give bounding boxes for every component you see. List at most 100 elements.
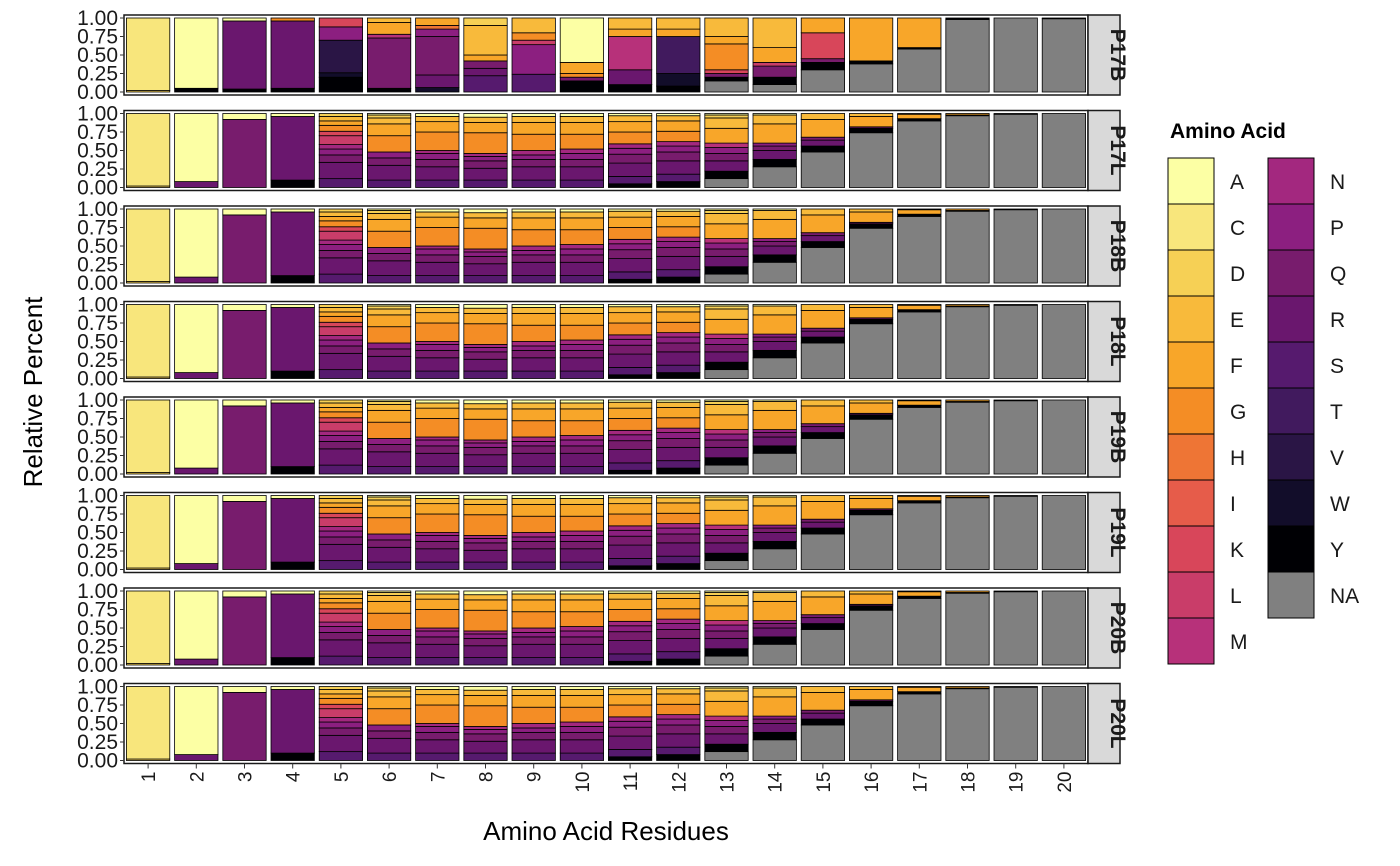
- bar-segment-p17l-6-d: [367, 114, 412, 119]
- bar-segment-p20b-16-e: [849, 590, 894, 595]
- bar-segment-p20b-2-a: [174, 590, 219, 660]
- legend-label-v: V: [1330, 447, 1344, 470]
- bar-segment-p19l-10-e: [559, 498, 604, 505]
- bar-segment-p20l-19-f: [993, 686, 1038, 688]
- panel-border: [123, 682, 1089, 765]
- bar-segment-p18l-20-na: [1041, 304, 1086, 379]
- bar-segment-p19b-12-e: [656, 401, 701, 408]
- bar-segment-p18b-16-f: [849, 211, 894, 223]
- bar-segment-p18l-5-d: [318, 304, 363, 308]
- bar-segment-p18b-7-r: [415, 261, 460, 276]
- bar-segment-p20l-13-q: [704, 726, 749, 735]
- bar-segment-p17l-9-f: [511, 121, 556, 135]
- facet-panel-p18l: P18L 0.000.250.500.751.00: [77, 294, 1129, 391]
- bar-segment-p20l-8-p: [463, 729, 508, 735]
- bar-segment-p18b-11-a: [608, 208, 653, 212]
- bar-segment-p17l-14-y: [752, 158, 797, 168]
- bar-segment-p18b-15-q: [800, 232, 845, 237]
- bar-segment-p19l-10-n: [559, 530, 604, 536]
- bar-segment-p18b-14-r: [752, 245, 797, 256]
- bar-segment-p20b-11-r: [608, 640, 653, 655]
- bar-segment-p18b-5-e: [318, 211, 363, 217]
- bar-segment-p20b-2-r: [174, 658, 219, 666]
- bar-segment-p19b-13-na: [704, 464, 749, 475]
- bar-segment-p19b-13-q: [704, 439, 749, 448]
- bar-segment-p17l-12-e: [656, 115, 701, 122]
- bar-segment-p17b-16-na: [849, 63, 894, 93]
- bar-segment-p20b-17-f: [897, 591, 942, 597]
- bar-segment-p19l-11-q: [608, 535, 653, 546]
- bar-segment-p19b-11-f: [608, 407, 653, 419]
- bar-segment-p19l-13-d: [704, 496, 749, 501]
- bar-segment-p19l-11-a: [608, 495, 653, 499]
- bar-segment-p18l-16-na: [849, 323, 894, 379]
- bar-segment-p19b-20-na: [1041, 399, 1086, 475]
- x-tick-label: 15: [814, 772, 835, 793]
- bar-segment-p18b-15-na: [800, 247, 845, 284]
- bar-segment-p20l-12-g: [656, 703, 701, 716]
- bar-segment-p19l-14-a: [752, 495, 797, 498]
- bar-segment-p20b-13-r: [704, 637, 749, 650]
- bar-segment-p19l-8-f: [463, 503, 508, 516]
- bar-segment-p18b-10-a: [559, 208, 604, 213]
- bar-segment-p20l-11-n: [608, 716, 653, 722]
- bar-segment-p17l-13-m: [704, 142, 749, 148]
- bar-segment-p17l-12-f: [656, 120, 701, 132]
- bar-segment-p18l-11-s: [608, 366, 653, 376]
- bar-segment-p19l-1-c: [126, 495, 171, 569]
- bar-segment-p19l-11-g: [608, 513, 653, 527]
- y-tick-label: 0.00: [77, 177, 118, 200]
- bar-segment-p18b-11-n: [608, 238, 653, 245]
- legend-title: Amino Acid: [1170, 120, 1286, 143]
- bar-segment-p19b-15-y: [800, 432, 845, 439]
- bar-segment-p18b-6-p: [367, 247, 412, 254]
- bar-segment-p17l-13-r: [704, 160, 749, 172]
- bar-segment-p20b-15-q: [800, 614, 845, 619]
- bar-segment-p20b-14-a: [752, 590, 797, 593]
- bar-segment-p17l-11-y: [608, 183, 653, 188]
- facet-strip-label: P20B: [1106, 602, 1129, 655]
- bar-segment-p20b-11-g: [608, 609, 653, 622]
- bar-segment-p20l-9-e: [511, 689, 556, 696]
- bar-segment-p17l-18-f: [945, 113, 990, 116]
- bar-segment-p19b-11-e: [608, 401, 653, 409]
- bar-segment-p19l-8-q: [463, 542, 508, 551]
- bar-segment-p19l-10-a: [559, 495, 604, 499]
- bar-segment-p20l-9-g: [511, 706, 556, 724]
- bar-segment-p20l-14-na: [752, 739, 797, 761]
- bar-segment-p20b-5-s: [318, 655, 363, 666]
- bar-segment-p19b-11-p: [608, 434, 653, 442]
- bar-segment-p19b-8-n: [463, 439, 508, 444]
- bar-segment-p19b-11-a: [608, 399, 653, 403]
- bar-segment-p20l-18-na: [945, 688, 990, 761]
- bar-segment-p18b-13-m: [704, 238, 749, 244]
- legend-label-n: N: [1330, 171, 1345, 194]
- bar-segment-p19b-11-s: [608, 462, 653, 471]
- bar-segment-p20l-11-f: [608, 694, 653, 706]
- bar-segment-p17l-1-c: [126, 113, 171, 187]
- bar-segment-p19b-10-e: [559, 402, 604, 410]
- bar-segment-p20l-9-s: [511, 752, 556, 761]
- bar-segment-p20l-5-q: [318, 727, 363, 736]
- bar-segment-p17l-14-q: [752, 145, 797, 151]
- bar-segment-p17l-6-p: [367, 151, 412, 159]
- bar-segment-p19b-14-e: [752, 401, 797, 411]
- bar-segment-p19l-13-na: [704, 560, 749, 570]
- bar-segment-p19b-8-e: [463, 403, 508, 410]
- bar-segment-p19b-16-na: [849, 418, 894, 475]
- bar-segment-p17b-9-e: [511, 17, 556, 34]
- bar-segment-p18l-13-d: [704, 305, 749, 310]
- bar-segment-p18l-10-p: [559, 344, 604, 351]
- bar-segment-p20l-13-e: [704, 690, 749, 702]
- bar-segment-p20l-13-r: [704, 733, 749, 745]
- bar-segment-p20l-10-r: [559, 739, 604, 754]
- y-tick-label: 1.00: [77, 7, 118, 30]
- bar-segment-p20l-6-p: [367, 724, 412, 732]
- bar-segment-p20l-16-f: [849, 689, 894, 701]
- bar-segment-p18l-6-s: [367, 370, 412, 379]
- bar-segment-p18l-11-q: [608, 344, 653, 355]
- bar-segment-p19l-13-p: [704, 529, 749, 536]
- bar-segment-p20l-15-f: [800, 692, 845, 711]
- bar-segment-p18l-19-na: [993, 304, 1038, 379]
- bar-segment-p17l-20-na: [1041, 113, 1086, 188]
